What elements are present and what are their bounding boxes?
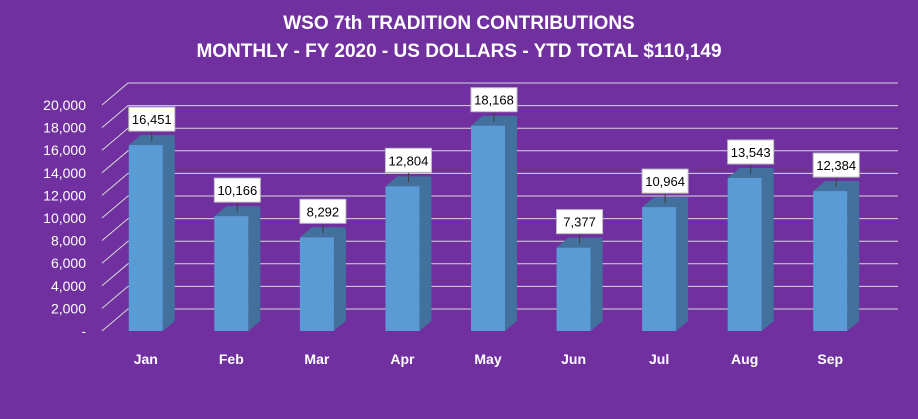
bar-side-face [505, 115, 517, 331]
y-axis-ticks: - 2,000 4,000 6,000 8,000 10,000 12,000 14,000 1… [43, 97, 86, 339]
bar-side-face [248, 206, 261, 331]
gridline [101, 127, 898, 151]
gridline [101, 240, 898, 264]
data-label-text: 7,377 [563, 215, 596, 230]
bar [214, 206, 261, 331]
data-label-text: 13,543 [731, 145, 771, 160]
data-label-box [470, 87, 518, 113]
data-label-box [727, 139, 775, 165]
data-label-box [641, 168, 689, 194]
bar-front-face [813, 191, 848, 331]
data-label-text: 16,451 [132, 112, 172, 127]
data-label: 7,377 [556, 209, 604, 244]
y-tick-label: 18,000 [43, 120, 86, 136]
x-tick-label: May [474, 351, 501, 367]
gridline [101, 150, 898, 174]
chart-title-line1: WSO 7th TRADITION CONTRIBUTIONS [283, 13, 634, 34]
data-label-text: 8,292 [307, 204, 340, 219]
gridline [101, 172, 898, 196]
bar-front-face [642, 207, 677, 331]
data-label-text: 10,964 [645, 174, 685, 189]
data-label: 18,168 [470, 87, 518, 122]
data-label-text: 12,804 [389, 153, 429, 168]
y-tick-label: 20,000 [43, 97, 86, 113]
data-label: 16,451 [128, 106, 176, 142]
chart-title-line2: MONTHLY - FY 2020 - US DOLLARS - YTD TOT… [196, 41, 721, 62]
bar-side-face [847, 181, 860, 331]
bar-front-face [727, 177, 762, 331]
x-tick-label: Apr [390, 351, 415, 367]
data-label-box [128, 106, 176, 132]
bar-side-face [419, 176, 432, 331]
bar-front-face [128, 145, 163, 331]
bar [813, 181, 860, 331]
bar-front-face [556, 247, 591, 331]
y-tick-label: 4,000 [51, 278, 86, 294]
gridline [101, 218, 898, 241]
data-label-text: 18,168 [474, 93, 514, 108]
bar-side-face [676, 197, 689, 331]
bar-front-face [385, 186, 420, 331]
gridline [101, 195, 898, 219]
x-tick-label: Mar [304, 351, 329, 367]
x-tick-label: Feb [219, 351, 244, 367]
gridlines [101, 82, 898, 332]
y-tick-label: 10,000 [43, 210, 86, 226]
data-label: 10,166 [213, 177, 261, 213]
y-tick-label: 8,000 [51, 233, 86, 249]
bar-front-face [299, 237, 334, 331]
gridline [101, 308, 898, 332]
data-label: 13,543 [727, 139, 775, 174]
x-tick-label: Jan [134, 351, 158, 367]
x-tick-label: Jun [561, 351, 586, 367]
data-label-box [213, 177, 261, 203]
data-label: 10,964 [641, 168, 689, 204]
data-label: 12,804 [384, 147, 432, 183]
y-tick-label: - [81, 323, 86, 339]
data-label: 12,384 [812, 152, 860, 188]
y-tick-label: 2,000 [51, 300, 86, 316]
bar [556, 237, 603, 331]
bar [727, 167, 774, 331]
bar-side-face [590, 237, 603, 331]
data-label: 8,292 [299, 198, 347, 234]
data-labels: 16,451 10,166 8,292 12,804 18,168 7,377 10,964… [128, 87, 860, 244]
data-label-box [556, 209, 604, 235]
bar [642, 197, 689, 331]
bar-side-face [162, 135, 175, 331]
data-label-box [299, 198, 347, 224]
bar [385, 176, 432, 331]
x-axis-ticks: Jan Feb Mar Apr May Jun Jul Aug Sep [134, 351, 843, 367]
y-tick-label: 14,000 [43, 165, 86, 181]
data-label-box [812, 152, 860, 178]
bar [128, 135, 175, 331]
gridline [101, 82, 898, 106]
x-tick-label: Jul [649, 351, 669, 367]
x-tick-label: Sep [817, 351, 843, 367]
y-tick-label: 6,000 [51, 255, 86, 271]
data-label-box [384, 147, 432, 173]
bar [471, 115, 517, 331]
x-tick-label: Aug [731, 351, 758, 367]
bar-front-face [214, 216, 249, 331]
gridline [101, 285, 898, 309]
data-label-text: 10,166 [217, 183, 257, 198]
bar-side-face [333, 227, 346, 331]
y-tick-label: 16,000 [43, 142, 86, 158]
bar-side-face [761, 167, 774, 331]
gridline [101, 105, 898, 128]
y-tick-label: 12,000 [43, 187, 86, 203]
bar-front-face [471, 125, 505, 331]
bars [128, 115, 860, 331]
gridline [101, 263, 898, 287]
data-label-text: 12,384 [816, 158, 856, 173]
bar [299, 227, 346, 331]
